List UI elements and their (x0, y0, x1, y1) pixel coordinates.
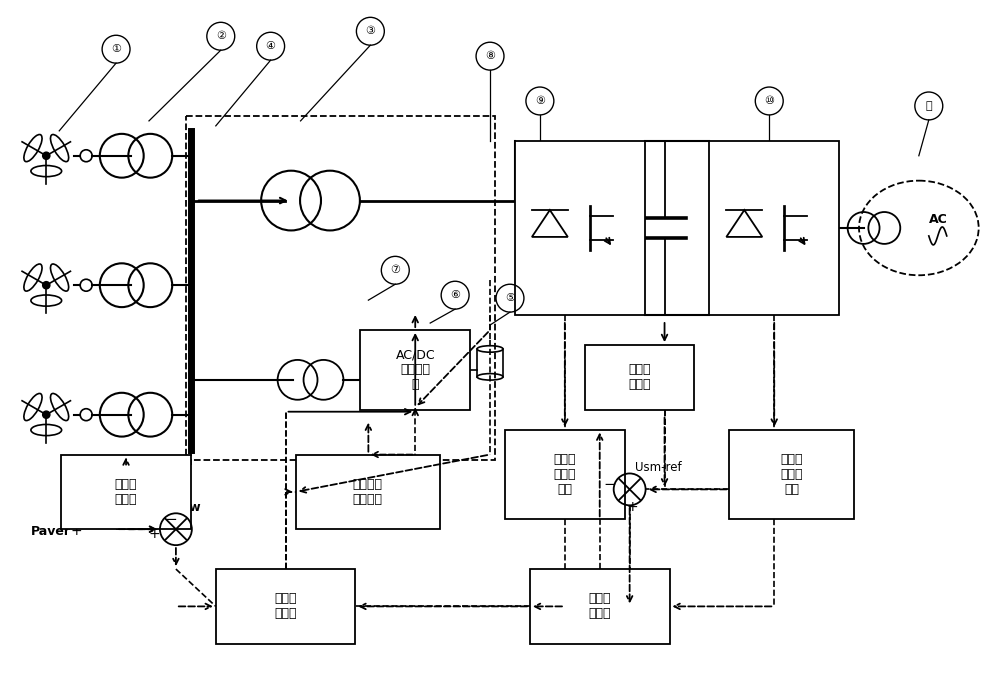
Text: 海上故
障穿越
模块: 海上故 障穿越 模块 (554, 453, 576, 496)
Text: ④: ④ (266, 41, 276, 52)
Text: AC: AC (929, 214, 948, 226)
Bar (360, 330, 470, 410)
Text: ⑧: ⑧ (485, 51, 495, 61)
Text: +: + (627, 500, 638, 515)
Text: ①: ① (111, 44, 121, 54)
Bar (505, 430, 625, 519)
Text: Usm: Usm (544, 486, 575, 499)
Text: Pw: Pw (181, 501, 202, 514)
Bar (709, 141, 839, 315)
Text: Usm-ref: Usm-ref (635, 461, 681, 474)
Text: 直流电
压采样: 直流电 压采样 (628, 363, 651, 391)
Bar (729, 430, 854, 519)
Text: 风电功
率采样: 风电功 率采样 (115, 478, 137, 506)
Bar (530, 569, 670, 643)
Bar (515, 141, 645, 315)
Text: ⑤: ⑤ (505, 293, 515, 303)
Text: ⑨: ⑨ (535, 96, 545, 106)
Bar (296, 454, 440, 530)
Text: +: + (70, 524, 82, 538)
Bar (61, 454, 191, 530)
Text: ②: ② (216, 31, 226, 41)
Text: ⑦: ⑦ (390, 265, 400, 275)
Bar (216, 569, 355, 643)
Text: ⑥: ⑥ (450, 290, 460, 300)
Text: −: − (603, 477, 616, 492)
Text: ⑩: ⑩ (764, 96, 774, 106)
Circle shape (43, 411, 50, 418)
Text: AC/DC
双向变流
器: AC/DC 双向变流 器 (395, 348, 435, 391)
Text: ⑪: ⑪ (925, 101, 932, 111)
Bar (186, 116, 495, 460)
Circle shape (43, 153, 50, 159)
Text: −: − (165, 512, 177, 527)
Text: 陆上故
障穿越
模块: 陆上故 障穿越 模块 (780, 453, 803, 496)
Bar (585, 345, 694, 410)
Text: 储能容量
采集模块: 储能容量 采集模块 (353, 478, 383, 506)
Text: 故障检
测模块: 故障检 测模块 (588, 593, 611, 620)
Text: +: + (148, 527, 160, 541)
Text: 储能控
制模块: 储能控 制模块 (274, 593, 297, 620)
Text: ③: ③ (365, 26, 375, 36)
Circle shape (43, 282, 50, 289)
Text: Paver: Paver (31, 525, 71, 538)
